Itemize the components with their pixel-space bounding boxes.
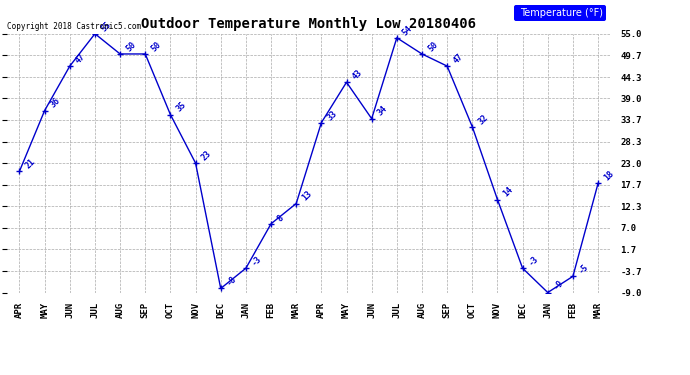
- Text: Copyright 2018 Castronic5.com: Copyright 2018 Castronic5.com: [7, 22, 141, 31]
- Text: 55: 55: [99, 20, 112, 33]
- Text: 21: 21: [23, 157, 37, 170]
- Text: 47: 47: [74, 52, 88, 65]
- Text: 8: 8: [275, 213, 285, 223]
- Text: 13: 13: [300, 189, 314, 203]
- Text: 18: 18: [602, 169, 615, 183]
- Text: 43: 43: [351, 68, 364, 81]
- Text: 50: 50: [124, 40, 138, 53]
- Text: -3: -3: [250, 254, 264, 267]
- Text: -5: -5: [577, 262, 591, 276]
- Text: 33: 33: [326, 108, 339, 122]
- Text: -9: -9: [552, 278, 565, 292]
- Text: -8: -8: [225, 274, 238, 288]
- Legend: Temperature (°F): Temperature (°F): [514, 5, 606, 21]
- Text: 34: 34: [376, 105, 389, 118]
- Text: 50: 50: [426, 40, 440, 53]
- Text: 32: 32: [477, 112, 490, 126]
- Text: 50: 50: [150, 40, 163, 53]
- Text: 35: 35: [175, 100, 188, 114]
- Text: 14: 14: [502, 185, 515, 199]
- Text: 36: 36: [49, 96, 62, 110]
- Title: Outdoor Temperature Monthly Low 20180406: Outdoor Temperature Monthly Low 20180406: [141, 17, 476, 31]
- Text: 54: 54: [401, 24, 415, 37]
- Text: 47: 47: [451, 52, 465, 65]
- Text: 23: 23: [199, 149, 213, 162]
- Text: -3: -3: [526, 254, 540, 267]
